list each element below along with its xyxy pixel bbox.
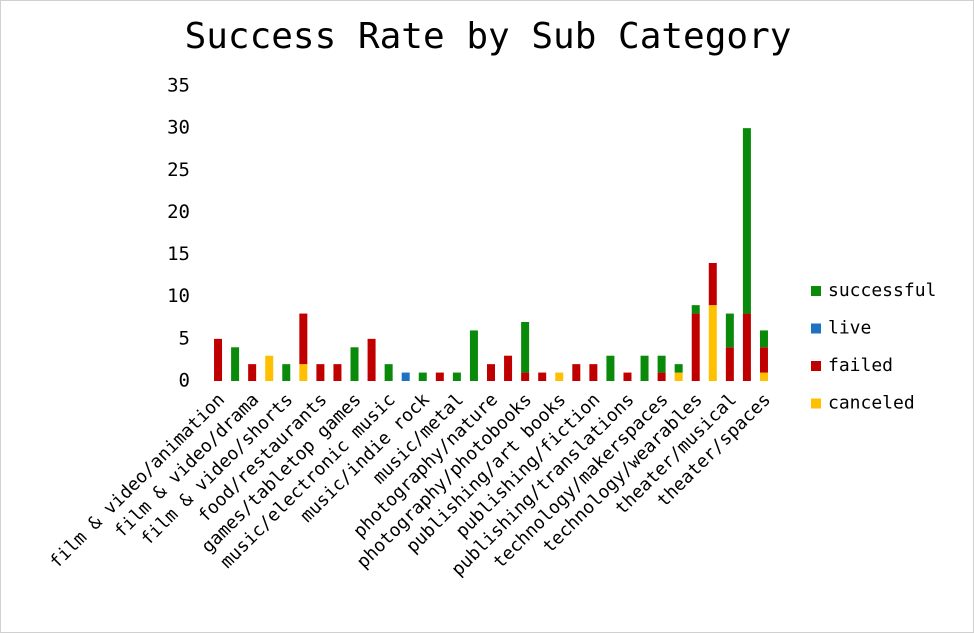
bar-segment bbox=[725, 347, 734, 381]
y-tick-label: 35 bbox=[167, 75, 190, 97]
bar-segment bbox=[572, 364, 581, 381]
bar-segment bbox=[538, 372, 547, 381]
bar-segment bbox=[606, 355, 615, 381]
legend-swatch bbox=[811, 323, 821, 334]
bar-segment bbox=[759, 372, 768, 381]
bar-segment bbox=[214, 338, 223, 381]
y-tick-label: 30 bbox=[167, 117, 190, 139]
bar-segment bbox=[657, 372, 666, 381]
y-tick-label: 10 bbox=[167, 285, 190, 307]
bar-segment bbox=[742, 128, 751, 314]
bar-segment bbox=[725, 313, 734, 348]
bar-segment bbox=[350, 347, 359, 381]
bar-segment bbox=[759, 347, 768, 373]
bar-segment bbox=[640, 355, 649, 381]
bar-segment bbox=[623, 372, 632, 381]
y-tick-label: 5 bbox=[179, 327, 190, 349]
bar-segment bbox=[435, 372, 444, 381]
bar-segment bbox=[487, 364, 495, 381]
bar-segment bbox=[759, 330, 768, 348]
legend-label: canceled bbox=[828, 393, 915, 414]
bar-segment bbox=[521, 322, 530, 373]
legend-label: failed bbox=[828, 355, 893, 376]
bar-segment bbox=[265, 355, 274, 381]
bar-segment bbox=[469, 330, 478, 381]
bar-segment bbox=[589, 364, 598, 381]
y-tick-label: 15 bbox=[167, 243, 190, 265]
bar-segment bbox=[708, 305, 717, 381]
y-tick-label: 20 bbox=[167, 201, 190, 223]
bar-segment bbox=[504, 355, 513, 381]
y-tick-label: 25 bbox=[167, 159, 190, 181]
bar-segment bbox=[231, 347, 240, 381]
bar-segment bbox=[674, 372, 683, 381]
bar-segment bbox=[674, 364, 683, 373]
legend-swatch bbox=[811, 361, 821, 371]
legend-label: successful bbox=[828, 280, 936, 301]
bar-segment bbox=[555, 372, 564, 381]
bar-segment bbox=[691, 313, 700, 381]
bar-segment bbox=[299, 364, 308, 381]
y-tick-label: 0 bbox=[179, 370, 190, 392]
bar-segment bbox=[367, 338, 376, 381]
bar-segment bbox=[316, 364, 325, 381]
bar-segment bbox=[333, 364, 342, 381]
bar-segment bbox=[248, 364, 257, 381]
legend-swatch bbox=[811, 286, 821, 296]
chart-title: Success Rate by Sub Category bbox=[185, 16, 792, 57]
bar-segment bbox=[657, 355, 666, 373]
bar-segment bbox=[708, 263, 717, 306]
bar-segment bbox=[452, 372, 461, 381]
bar-segment bbox=[282, 364, 291, 381]
bar-segment bbox=[691, 305, 700, 314]
legend-label: live bbox=[828, 318, 871, 339]
bar-segment bbox=[742, 313, 751, 381]
bar-segment bbox=[384, 364, 393, 381]
bar-segment bbox=[521, 372, 530, 381]
bar-segment bbox=[401, 372, 410, 381]
legend-swatch bbox=[811, 398, 821, 409]
bar-segment bbox=[299, 313, 308, 365]
bar-segment bbox=[418, 372, 427, 381]
